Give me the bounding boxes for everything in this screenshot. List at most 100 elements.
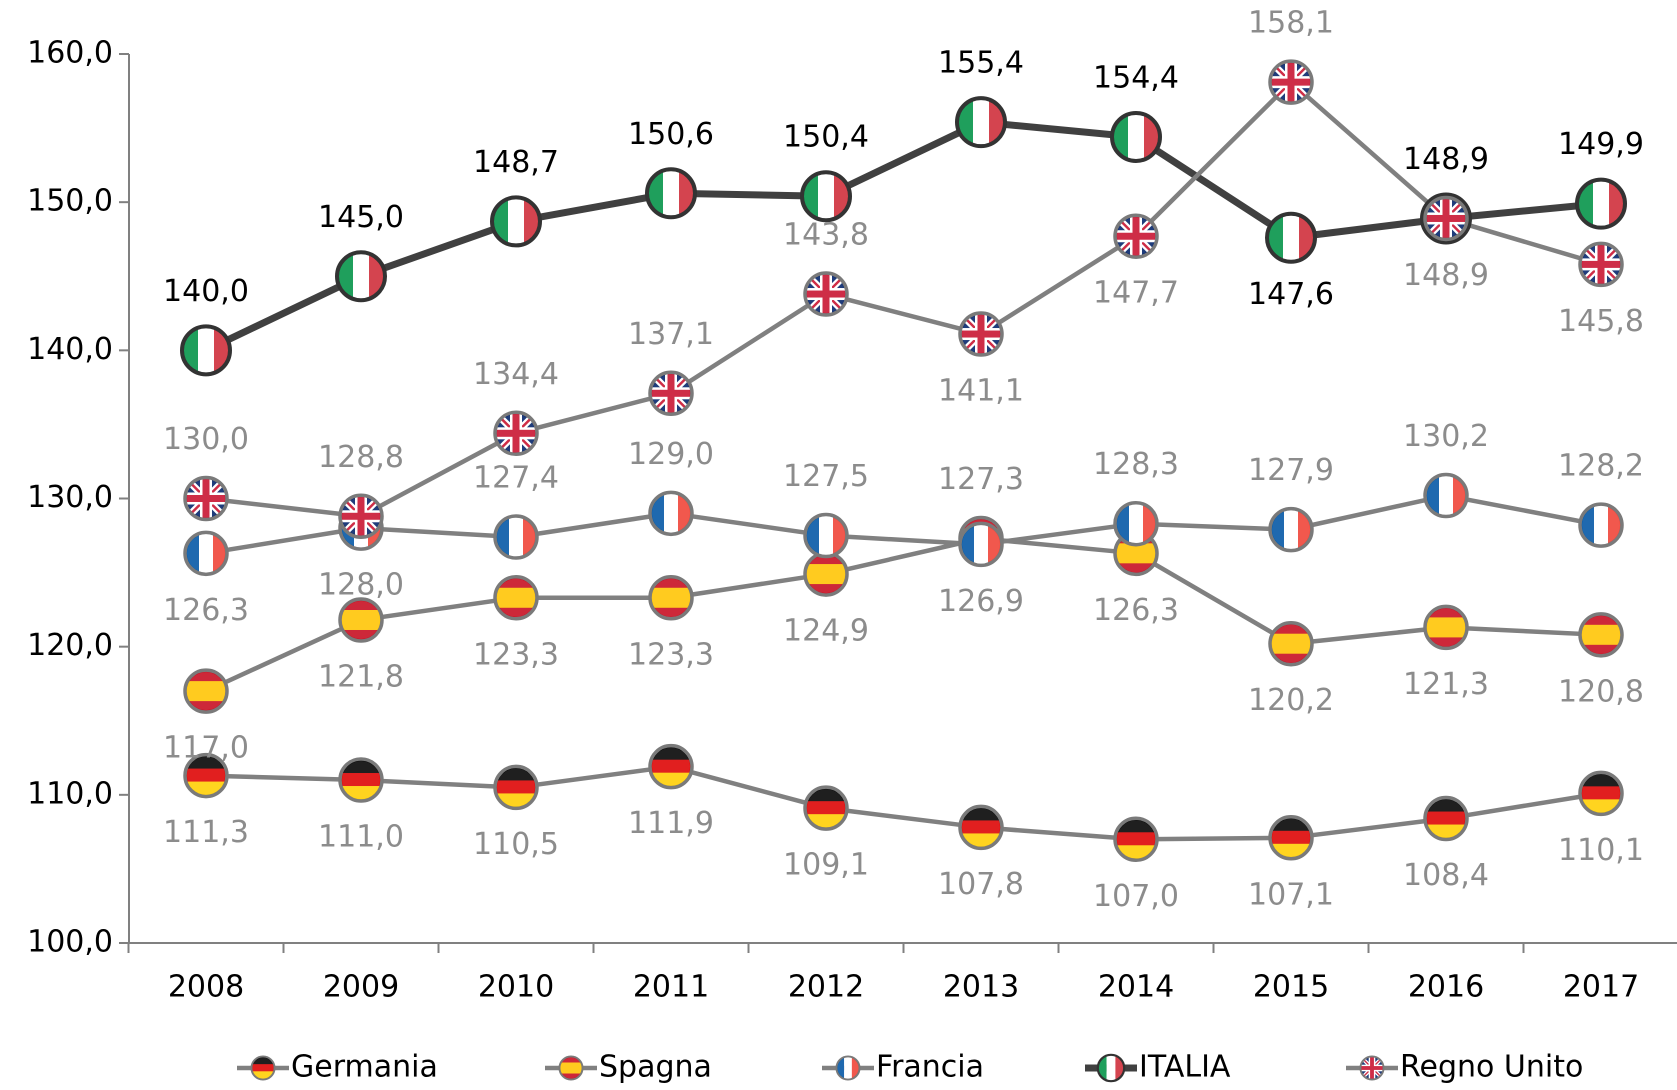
data-label: 126,9 xyxy=(938,584,1024,619)
data-label: 148,7 xyxy=(473,145,559,180)
data-label: 107,0 xyxy=(1093,879,1179,914)
data-label: 127,5 xyxy=(783,459,869,494)
data-label: 110,5 xyxy=(473,827,559,862)
data-label: 107,1 xyxy=(1248,877,1334,912)
marker xyxy=(958,521,1004,568)
data-label: 110,1 xyxy=(1558,833,1644,868)
marker xyxy=(803,785,849,831)
data-label: 127,9 xyxy=(1248,453,1334,488)
marker xyxy=(183,530,229,577)
data-label: 148,9 xyxy=(1403,142,1489,177)
data-label: 128,0 xyxy=(318,568,404,603)
data-label: 150,4 xyxy=(783,120,869,155)
x-tick-label: 2013 xyxy=(943,970,1019,1005)
data-label: 140,0 xyxy=(163,274,249,309)
data-label: 130,0 xyxy=(163,422,249,457)
y-tick-label: 100,0 xyxy=(27,925,113,960)
marker xyxy=(1359,1055,1385,1081)
marker xyxy=(958,311,1004,357)
data-label: 141,1 xyxy=(938,374,1024,409)
marker xyxy=(338,597,384,643)
marker xyxy=(835,1055,861,1081)
marker xyxy=(493,764,539,811)
data-label: 126,3 xyxy=(163,593,249,628)
marker xyxy=(250,1055,276,1081)
legend-label: Francia xyxy=(876,1050,984,1085)
data-label: 117,0 xyxy=(163,731,249,766)
x-tick-label: 2010 xyxy=(478,970,554,1005)
marker xyxy=(1268,506,1314,553)
marker xyxy=(490,195,542,248)
x-tick-label: 2009 xyxy=(323,970,399,1005)
marker xyxy=(493,514,539,560)
data-label: 154,4 xyxy=(1093,60,1179,95)
data-label: 130,2 xyxy=(1403,419,1489,454)
data-label: 107,8 xyxy=(938,867,1024,902)
x-tick-label: 2015 xyxy=(1253,970,1329,1005)
marker xyxy=(1578,770,1624,817)
data-label: 128,3 xyxy=(1093,447,1179,482)
y-tick-label: 130,0 xyxy=(27,480,113,515)
marker xyxy=(338,493,384,540)
legend-label: Regno Unito xyxy=(1400,1050,1583,1085)
data-label: 145,0 xyxy=(318,200,404,235)
marker xyxy=(1265,211,1317,264)
series-line xyxy=(205,493,1602,556)
marker xyxy=(648,575,694,621)
marker xyxy=(645,167,697,220)
marker xyxy=(1423,472,1469,519)
marker xyxy=(648,370,694,417)
data-label: 143,8 xyxy=(783,218,869,253)
y-tick-label: 150,0 xyxy=(27,184,113,219)
marker xyxy=(1268,620,1314,667)
marker xyxy=(1113,816,1159,863)
marker xyxy=(803,512,849,559)
y-tick-label: 110,0 xyxy=(27,776,113,811)
data-label: 158,1 xyxy=(1248,6,1334,41)
data-label: 147,6 xyxy=(1248,277,1334,312)
legend-label: Spagna xyxy=(599,1050,712,1085)
marker xyxy=(1113,500,1159,547)
series-line xyxy=(205,79,1602,519)
data-label: 145,8 xyxy=(1558,304,1644,339)
marker xyxy=(558,1055,584,1081)
data-label: 137,1 xyxy=(628,317,714,352)
marker xyxy=(648,743,694,790)
data-label: 127,4 xyxy=(473,461,559,496)
data-label: 123,3 xyxy=(628,637,714,672)
marker xyxy=(1578,612,1624,658)
data-label: 111,9 xyxy=(628,806,714,841)
data-label: 120,8 xyxy=(1558,674,1644,709)
x-tick-label: 2008 xyxy=(168,970,244,1005)
y-tick-label: 160,0 xyxy=(27,36,113,71)
series-line xyxy=(204,118,1602,354)
marker xyxy=(1423,795,1469,842)
series-line xyxy=(205,536,1602,694)
data-label: 129,0 xyxy=(628,437,714,472)
legend-label: ITALIA xyxy=(1139,1050,1231,1085)
marker xyxy=(1578,502,1624,548)
data-label: 111,3 xyxy=(163,815,249,850)
marker xyxy=(958,804,1004,851)
data-label: 128,8 xyxy=(318,440,404,475)
marker xyxy=(803,551,849,597)
data-label: 155,4 xyxy=(938,46,1024,81)
data-label: 149,9 xyxy=(1558,127,1644,162)
legend-label: Germania xyxy=(291,1050,438,1085)
data-label: 121,3 xyxy=(1403,667,1489,702)
marker xyxy=(1423,604,1469,651)
data-label: 126,3 xyxy=(1093,593,1179,628)
data-label: 123,3 xyxy=(473,637,559,672)
x-tick-label: 2014 xyxy=(1098,970,1174,1005)
data-label: 150,6 xyxy=(628,117,714,152)
data-label: 134,4 xyxy=(473,357,559,392)
marker xyxy=(1110,110,1162,163)
y-tick-label: 140,0 xyxy=(27,332,113,367)
marker xyxy=(180,324,232,377)
data-label: 121,8 xyxy=(318,659,404,694)
marker xyxy=(1268,815,1314,861)
marker xyxy=(955,96,1007,149)
data-label: 127,3 xyxy=(938,462,1024,497)
marker xyxy=(1096,1053,1126,1083)
